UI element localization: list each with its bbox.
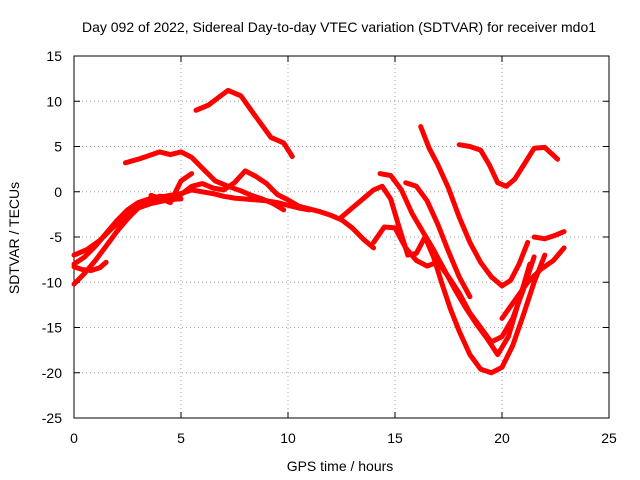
- series-line-arc-14: [499, 245, 567, 321]
- grid-lines: [74, 56, 609, 418]
- series-line-arc-3: [71, 168, 377, 287]
- x-tick-label: 20: [494, 430, 510, 446]
- y-tick-label: 0: [54, 184, 62, 200]
- y-tick-label: 10: [46, 93, 62, 109]
- y-tick-label: -20: [42, 365, 62, 381]
- series-line-arc-13: [456, 142, 561, 189]
- series-line-arc-15: [531, 229, 567, 242]
- series-line-arc-12: [418, 124, 531, 289]
- series-group: [71, 87, 567, 376]
- series-line-arc-8: [336, 183, 548, 376]
- chart-title: Day 092 of 2022, Sidereal Day-to-day VTE…: [82, 19, 596, 35]
- y-axis-label: SDTVAR / TECUs: [6, 182, 22, 294]
- series-line-arc-10: [377, 171, 533, 358]
- series-line-arc-5: [71, 259, 109, 273]
- y-tick-label: 15: [46, 48, 62, 64]
- y-tick-label: 5: [54, 139, 62, 155]
- y-tick-label: -25: [42, 410, 62, 426]
- x-tick-label: 15: [387, 430, 403, 446]
- series-line-arc-1: [193, 87, 295, 159]
- x-tick-label: 0: [70, 430, 78, 446]
- x-tick-label: 25: [601, 430, 617, 446]
- series-line-arc-4: [71, 187, 312, 267]
- y-tick-label: -5: [50, 229, 63, 245]
- series-line-arc-7: [148, 171, 195, 206]
- x-tick-label: 10: [280, 430, 296, 446]
- axis-ticks: 0 5 10 15 20 25 -25 -20 -15 -10 -5 0 5 10 15: [42, 48, 617, 446]
- x-axis-label: GPS time / hours: [287, 458, 394, 474]
- y-tick-label: -10: [42, 274, 62, 290]
- series-line-arc-11: [403, 180, 473, 300]
- y-tick-label: -15: [42, 320, 62, 336]
- x-tick-label: 5: [177, 430, 185, 446]
